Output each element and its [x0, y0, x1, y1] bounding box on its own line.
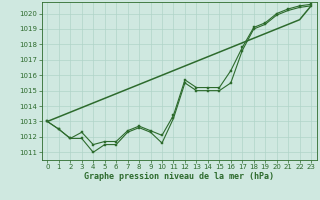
X-axis label: Graphe pression niveau de la mer (hPa): Graphe pression niveau de la mer (hPa): [84, 172, 274, 181]
